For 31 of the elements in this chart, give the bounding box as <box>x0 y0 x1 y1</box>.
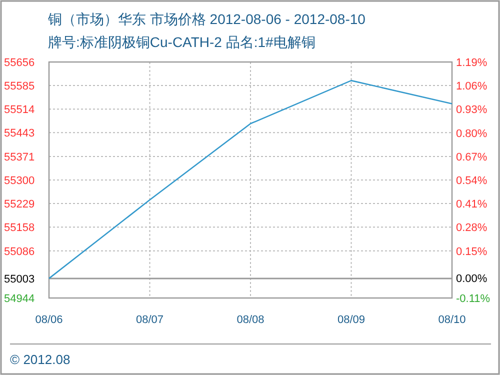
text: © 2012.08 <box>10 352 70 367</box>
y2-tick-label: 0.15% <box>456 246 488 258</box>
y-tick-label: 55229 <box>4 198 35 211</box>
y2-tick-label: 0.28% <box>456 222 488 234</box>
y-tick-label: 54944 <box>4 293 35 305</box>
y2-tick-label: 0.41% <box>456 198 488 211</box>
y2-tick-label: 0.80% <box>456 128 488 140</box>
line-series <box>48 80 453 280</box>
y2-tick-label: 1.06% <box>456 80 488 93</box>
y-tick-label: 55158 <box>4 222 35 234</box>
chart-title: 铜（市场）华东 市场价格 2012-08-06 - 2012-08-10 <box>47 11 366 27</box>
y-tick-label: 55371 <box>4 151 35 164</box>
y2-tick-label: -0.11% <box>456 293 490 305</box>
y-tick-label: 55086 <box>4 246 35 258</box>
x-tick-label: 08/09 <box>337 314 366 326</box>
y2-tick-label: 0.93% <box>456 104 488 116</box>
y2-tick-label: 0.54% <box>456 175 488 187</box>
y-tick-label: 55585 <box>4 80 35 93</box>
y-tick-label: 55514 <box>4 104 35 116</box>
y-tick-label: 55300 <box>4 175 35 187</box>
y2-tick-label: 0.00% <box>456 273 488 286</box>
x-tick-label: 08/08 <box>236 314 264 326</box>
y-tick-label: 55656 <box>4 57 35 69</box>
x-tick-label: 08/06 <box>35 314 63 326</box>
y-tick-label: 55003 <box>4 273 35 286</box>
y2-tick-label: 0.67% <box>456 151 488 164</box>
x-tick-label: 08/07 <box>136 314 164 326</box>
y2-tick-label: 1.19% <box>456 57 488 69</box>
chart-subtitle: 牌号:标准阴极铜Cu-CATH-2 品名:1#电解铜 <box>48 34 316 50</box>
x-tick-label: 08/10 <box>438 314 466 326</box>
y-tick-label: 55443 <box>4 128 35 140</box>
